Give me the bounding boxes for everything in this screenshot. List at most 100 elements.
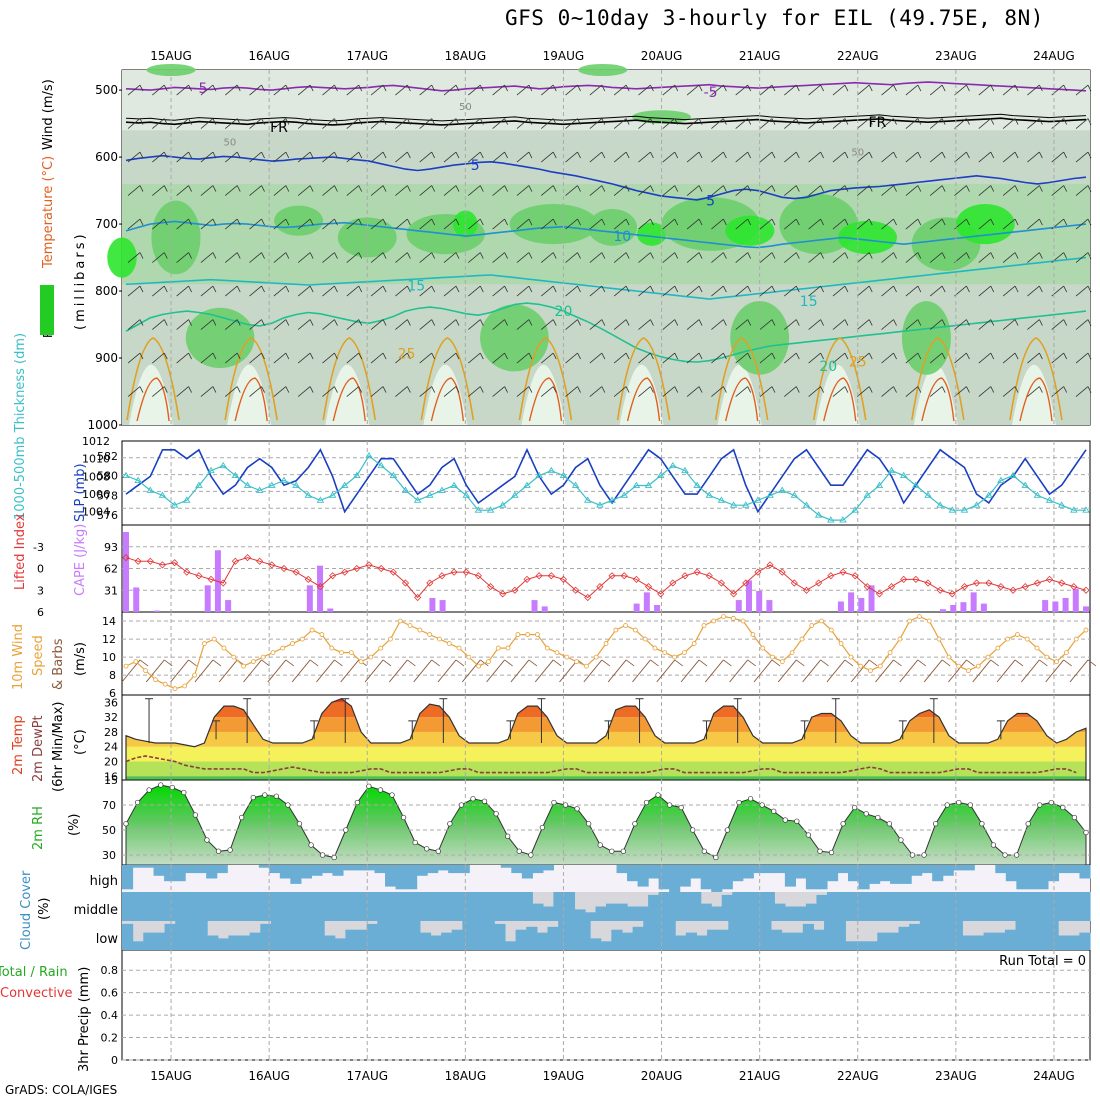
wind-barb-flag [1087, 386, 1092, 393]
li-marker [1021, 583, 1029, 591]
wind-speed-marker [211, 636, 217, 642]
cloud-bar-low [175, 921, 187, 950]
wind-barb-flag [941, 118, 946, 125]
wind-barb-10m-flag [941, 659, 951, 667]
cloud-bar-middle [890, 892, 902, 921]
wind-barb-flag [552, 185, 557, 192]
wind-barb-flag [236, 118, 241, 125]
wind-barb-flag [844, 218, 849, 226]
wind-barb [784, 285, 797, 297]
wind-barb-flag [1087, 352, 1092, 360]
cloud-bar-middle [279, 892, 291, 921]
y-label-thickness: 1000-500mb Thickness (dm) [13, 333, 28, 520]
wind-barb-flag [431, 285, 436, 293]
wind-barb [832, 386, 846, 397]
cloud-bar-low [972, 935, 985, 950]
wind-speed-marker [770, 654, 775, 660]
wind-barb [759, 151, 773, 163]
wind-barb-flag [771, 386, 776, 393]
cloud-bar-middle [258, 892, 270, 921]
rh2m-marker [331, 854, 337, 861]
wind-barb-flag [893, 151, 897, 159]
wind-barb [686, 285, 700, 297]
cloud-bar-low [685, 932, 698, 950]
wind-barb-flag [1087, 185, 1092, 192]
cloud-bar-low [547, 926, 559, 950]
cloud-bar-middle [132, 892, 144, 921]
cloud-bar-low [675, 935, 687, 950]
cloud-bar-high [711, 865, 723, 892]
wind-barb [516, 252, 530, 263]
slp-thickness-panel: 576578580582100410061008101010121000-500… [13, 333, 1090, 525]
wind-barb [808, 151, 821, 163]
wind-barb [200, 319, 214, 330]
wind-barb-flag [625, 386, 630, 393]
wind-barb-10m-flag [431, 659, 440, 667]
wind-barb-10m-flag [1063, 659, 1072, 667]
li-marker [802, 586, 811, 594]
wind-barb [176, 84, 189, 96]
wind-barb-flag [698, 386, 703, 393]
isotherm-30 [724, 377, 759, 422]
thickness-marker [766, 491, 774, 498]
wind-barb-flag [747, 218, 752, 226]
y-tick-label: 600 [95, 150, 118, 164]
cloud-bar-low [579, 921, 591, 950]
thickness-marker [814, 511, 823, 518]
date-label-bottom: 18AUG [445, 1069, 487, 1083]
series-line [125, 447, 1087, 514]
wind-barb-flag [309, 252, 314, 259]
wind-barb-flag [966, 151, 970, 159]
rh2m-marker [262, 792, 268, 798]
wind-speed-marker [339, 650, 344, 655]
wind-speed-marker [662, 650, 668, 655]
wind-barb-flag [893, 84, 897, 92]
wind-barb-flag [188, 319, 192, 326]
panel-frame [121, 949, 1091, 1061]
cloud-bar-low [345, 929, 357, 950]
cloud-bar-low [228, 935, 240, 950]
wind-barb-flag [285, 319, 290, 326]
cloud-bar-high [616, 865, 628, 874]
wind-barb-flag [1014, 185, 1019, 192]
wind-barb [735, 151, 748, 163]
wind-barb-flag [334, 352, 338, 360]
wind-barb [856, 352, 870, 364]
wind-barb [224, 285, 238, 297]
wind-barb [127, 185, 141, 196]
wind-barb [249, 386, 262, 397]
wind-barb-10m [729, 659, 749, 683]
wind-barb [443, 185, 457, 196]
wind-barb-flag [479, 218, 484, 226]
wind-barb-flag [163, 151, 168, 159]
wind-barb-flag [650, 218, 654, 226]
date-label-top: 15AUG [150, 49, 192, 63]
wind-speed-marker [329, 645, 335, 651]
y-tick-label: 0.4 [101, 1009, 119, 1022]
wind-barb-flag [1039, 118, 1043, 125]
thickness-marker [462, 491, 471, 498]
wind-barb-flag [795, 118, 800, 125]
wind-barb-flag [650, 386, 654, 393]
wind-speed-marker [564, 654, 570, 660]
wind-barb [346, 218, 360, 230]
wind-barb-flag [504, 84, 508, 92]
rh-profile-panel: -5 -5FR FR55101515202025255050505006007008… [40, 63, 1092, 432]
wind-barb-10m [243, 659, 262, 683]
wind-barb-flag [163, 218, 168, 226]
wind-barb-flag [650, 118, 654, 125]
wind-barb [638, 151, 651, 163]
wind-barb [468, 218, 481, 230]
isotherm-25 [1009, 337, 1063, 421]
wind-barb-flag [674, 285, 679, 293]
cloud-bar-high [395, 865, 407, 890]
wind-barb-flag [820, 252, 824, 259]
wind-barb-flag [1014, 319, 1019, 326]
wind-barb [881, 285, 894, 297]
thickness-marker [146, 486, 155, 493]
wind-barb [735, 285, 748, 297]
wind-barb-flag [1063, 185, 1068, 192]
wind-barb [613, 218, 627, 230]
wind-speed-marker [143, 668, 148, 674]
wind-barb-flag [990, 319, 995, 326]
